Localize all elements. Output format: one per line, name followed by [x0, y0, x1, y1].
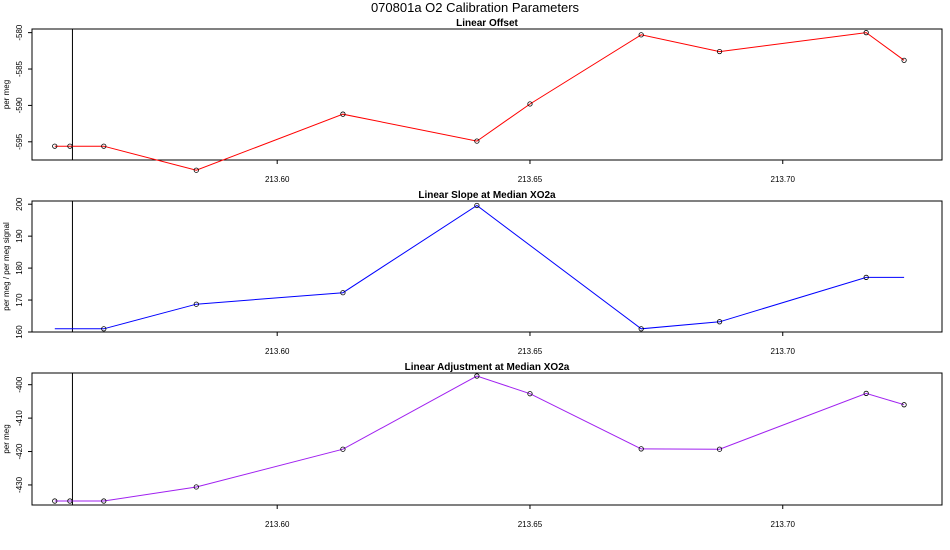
linear-offset-y-tick-label: -585	[15, 60, 24, 77]
linear-offset-y-tick-label: -590	[15, 97, 24, 114]
linear-offset-data-point	[901, 57, 907, 63]
linear-offset-title: Linear Offset	[456, 18, 518, 29]
linear-adjustment-y-axis-label: per meg	[2, 424, 11, 453]
linear-adjustment-data-point	[863, 390, 869, 396]
linear-offset-x-tick-label: 213.60	[265, 175, 290, 184]
linear-slope-y-tick-label: 200	[15, 197, 24, 211]
linear-offset-data-point	[638, 32, 644, 38]
linear-offset-y-tick-label: -595	[15, 133, 24, 150]
linear-adjustment-y-tick-label: -410	[15, 410, 24, 427]
linear-adjustment-x-tick-label: 213.65	[518, 520, 543, 529]
linear-offset-data-point	[67, 143, 73, 149]
linear-adjustment-y-tick-label: -430	[15, 476, 24, 493]
linear-offset-data-point	[193, 167, 199, 173]
linear-offset-data-point	[52, 143, 58, 149]
linear-adjustment-data-point	[638, 446, 644, 452]
linear-slope-y-tick-label: 190	[15, 229, 24, 243]
linear-offset-y-tick-label: -580	[15, 24, 24, 41]
linear-offset-data-point	[863, 30, 869, 36]
linear-adjustment-data-point	[716, 446, 723, 452]
linear-slope-y-tick-label: 180	[15, 261, 24, 275]
linear-slope-data-point	[101, 326, 107, 332]
linear-adjustment-data-point	[52, 498, 58, 504]
linear-offset-data-point	[527, 101, 533, 107]
linear-slope-data-point	[474, 202, 480, 209]
linear-offset-y-axis-label: per meg	[2, 80, 11, 109]
panel-linear-adjustment: Linear Adjustment at Median XO2a 213.60 21…	[2, 362, 943, 529]
linear-slope-data-point	[340, 290, 346, 296]
linear-adjustment-data-point	[901, 402, 907, 408]
linear-offset-x-tick-label: 213.65	[518, 175, 543, 184]
linear-offset-plot-frame	[31, 28, 943, 161]
linear-slope-y-axis-label: per meg / per meg signal	[2, 222, 11, 311]
linear-slope-data-point	[638, 326, 644, 332]
linear-offset-data-point	[340, 111, 346, 117]
linear-slope-y-tick-label: 170	[15, 293, 24, 307]
linear-offset-x-tick-label: 213.70	[771, 175, 796, 184]
linear-adjustment-x-tick-label: 213.60	[265, 520, 290, 529]
linear-adjustment-x-tick-label: 213.70	[771, 520, 796, 529]
linear-adjustment-data-point	[527, 391, 533, 397]
linear-slope-data-point	[193, 301, 199, 307]
linear-adjustment-y-tick-label: -400	[15, 376, 24, 393]
linear-slope-data-point	[863, 274, 869, 280]
linear-slope-x-tick-label: 213.70	[771, 347, 796, 356]
linear-slope-y-tick-label: 160	[15, 325, 24, 339]
linear-adjustment-data-point	[67, 498, 73, 504]
linear-offset-series-line	[54, 32, 905, 171]
linear-slope-x-tick-label: 213.60	[265, 347, 290, 356]
panel-linear-offset: Linear Offset 213.60 213.65 213.70 -595 -590 -…	[2, 18, 943, 184]
linear-adjustment-title: Linear Adjustment at Median XO2a	[405, 362, 570, 373]
figure-title: 070801a O2 Calibration Parameters	[371, 0, 580, 15]
linear-adjustment-data-point	[474, 373, 480, 379]
linear-offset-data-point	[101, 143, 107, 149]
linear-slope-title: Linear Slope at Median XO2a	[418, 190, 556, 201]
linear-adjustment-y-tick-label: -420	[15, 443, 24, 460]
linear-adjustment-data-point	[193, 484, 199, 490]
linear-offset-data-point	[716, 48, 723, 55]
panel-linear-slope: Linear Slope at Median XO2a 213.60 213.65 2…	[2, 190, 943, 356]
linear-slope-plot-frame	[31, 200, 943, 333]
linear-offset-data-point	[474, 138, 480, 144]
linear-adjustment-plot-frame	[31, 372, 943, 506]
linear-slope-data-point	[716, 319, 723, 325]
linear-adjustment-series-line	[54, 375, 905, 502]
linear-adjustment-data-point	[101, 498, 107, 504]
linear-slope-series-line	[54, 204, 905, 330]
linear-slope-x-tick-label: 213.65	[518, 347, 543, 356]
linear-adjustment-data-point	[340, 446, 346, 452]
